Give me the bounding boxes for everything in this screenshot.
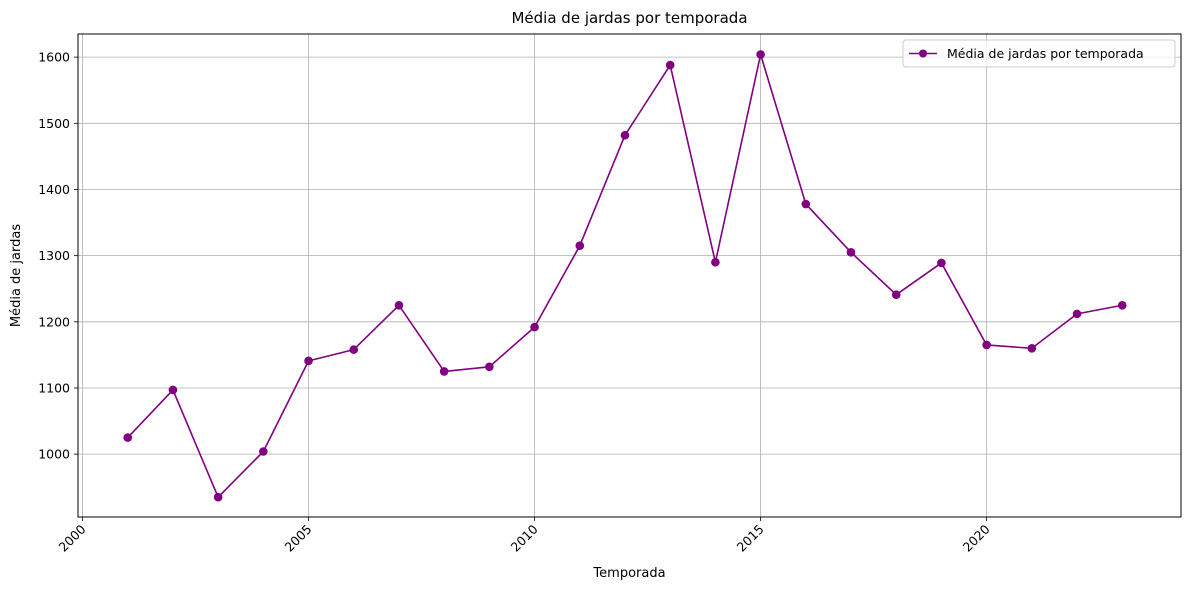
- data-point-marker: [756, 50, 765, 59]
- y-tick-label: 1200: [38, 314, 70, 329]
- data-point-marker: [304, 356, 313, 366]
- data-point-marker: [665, 60, 675, 70]
- series-layer: [123, 50, 1127, 502]
- data-point-marker: [620, 130, 630, 140]
- data-point-marker: [123, 433, 133, 442]
- data-point-marker: [349, 345, 359, 354]
- data-point-marker: [439, 367, 449, 376]
- y-tick-label: 1300: [38, 248, 70, 263]
- legend-entry-label: Média de jardas por temporada: [947, 46, 1144, 61]
- data-point-marker: [485, 362, 494, 372]
- data-point-marker: [1072, 309, 1082, 319]
- data-point-marker: [846, 248, 856, 257]
- y-tick-label: 1000: [38, 447, 70, 462]
- data-point-marker: [801, 199, 811, 209]
- data-point-marker: [259, 447, 268, 456]
- data-point-marker: [1027, 343, 1037, 353]
- y-tick-label: 1400: [38, 182, 70, 197]
- y-axis-label: Média de jardas: [9, 224, 24, 327]
- plot-frame: [77, 33, 1182, 518]
- x-axis-label: Temporada: [592, 566, 665, 581]
- data-point-marker: [982, 340, 991, 350]
- data-point-marker: [711, 257, 720, 267]
- legend: Média de jardas por temporada: [902, 39, 1176, 68]
- data-point-marker: [937, 258, 946, 268]
- data-point-marker: [213, 492, 223, 502]
- data-point-marker: [575, 241, 585, 251]
- y-tick-label: 1600: [38, 50, 70, 65]
- legend-marker-swatch: [919, 49, 927, 58]
- data-point-marker: [891, 290, 901, 299]
- data-point-marker: [394, 300, 404, 310]
- data-point-marker: [1117, 300, 1127, 310]
- data-point-marker: [168, 385, 178, 395]
- chart-title: Média de jardas por temporada: [511, 9, 747, 27]
- y-tick-label: 1100: [38, 380, 70, 395]
- y-tick-label: 1500: [38, 116, 70, 131]
- data-point-marker: [530, 322, 539, 332]
- legend-box: [902, 39, 1176, 68]
